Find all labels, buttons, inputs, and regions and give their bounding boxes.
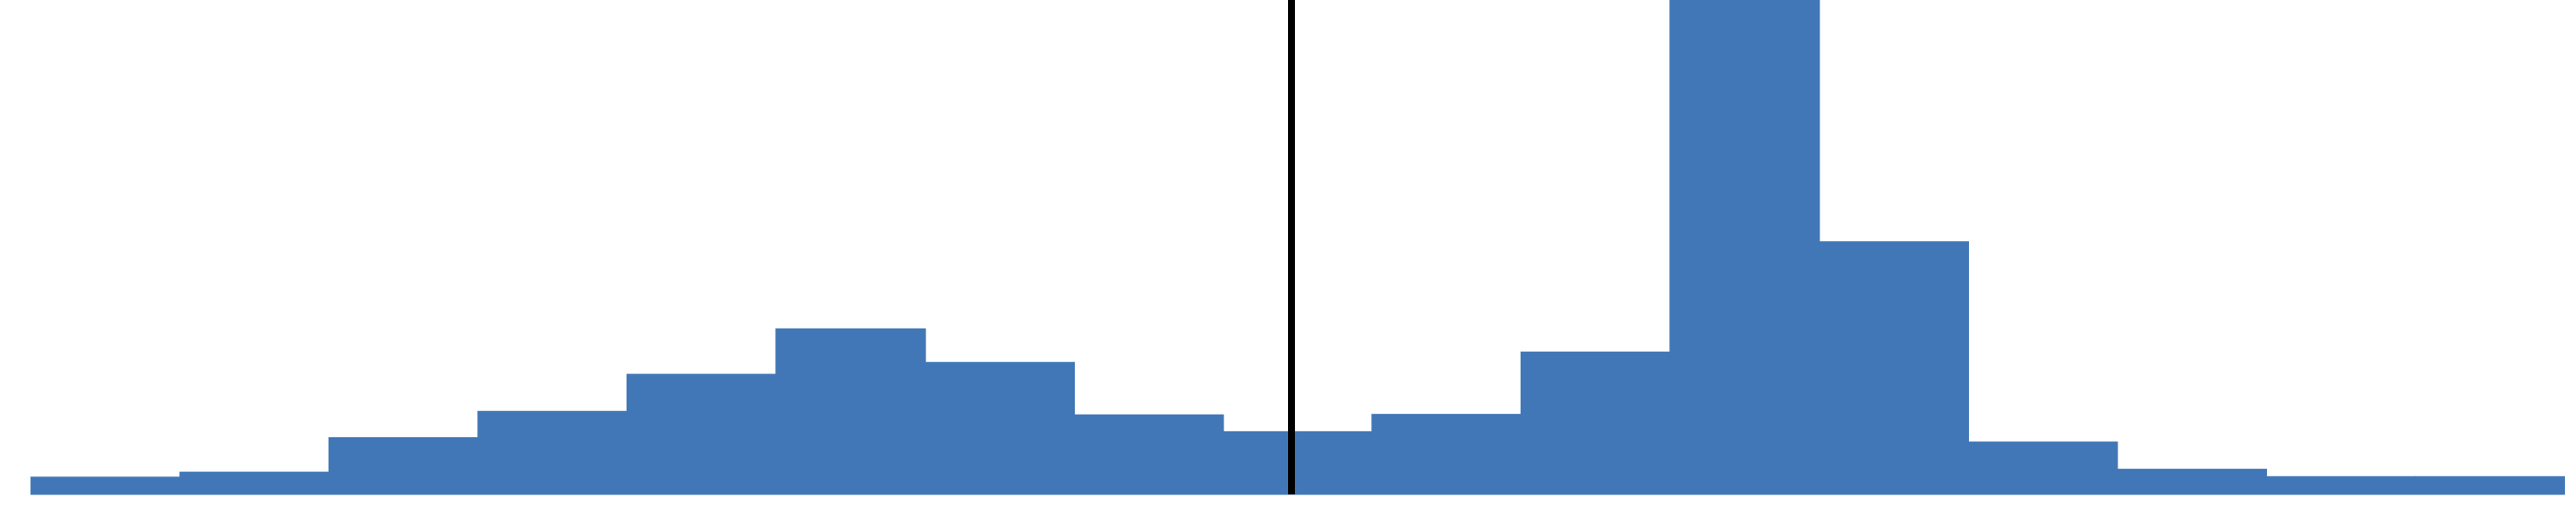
- histogram-bar: [477, 410, 629, 495]
- histogram-bar: [2116, 469, 2268, 495]
- histogram-bar: [626, 373, 777, 495]
- histogram-bar: [775, 328, 927, 495]
- histogram-bar: [1967, 441, 2118, 495]
- histogram-bar: [179, 471, 331, 495]
- histogram-bar: [2265, 476, 2416, 495]
- histogram-bar: [328, 437, 479, 495]
- histogram-bars: [30, 0, 2566, 495]
- histogram-bar: [1222, 431, 1373, 495]
- histogram-bar: [1818, 241, 1969, 495]
- histogram-bar: [2414, 476, 2566, 495]
- histogram-bar: [30, 476, 181, 495]
- histogram-bar: [924, 361, 1075, 495]
- histogram-bar: [1520, 351, 1671, 495]
- histogram-bar: [1371, 414, 1522, 495]
- histogram-bar: [1073, 414, 1224, 495]
- histogram-bar: [1669, 0, 1820, 495]
